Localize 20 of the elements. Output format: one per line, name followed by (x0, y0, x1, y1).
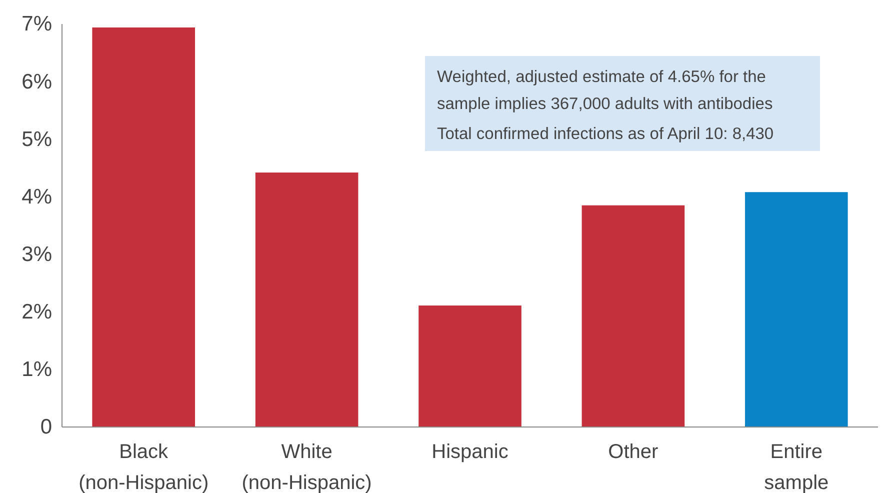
x-tick-label: Entire sample (764, 441, 829, 493)
y-tick-label: 2% (22, 300, 52, 324)
x-tick-label: White (non-Hispanic) (242, 441, 372, 493)
bar (92, 27, 196, 427)
bar (582, 205, 685, 427)
annotation: Weighted, adjusted estimate of 4.65% for the sample implies 367,000 adults with antibodies (437, 68, 773, 113)
y-tick-label: 6% (22, 70, 52, 94)
y-tick-label: 3% (22, 243, 52, 266)
x-tick-label: Hispanic (432, 441, 508, 463)
y-tick-label: 1% (22, 358, 52, 382)
y-tick-label: 7% (22, 12, 52, 36)
x-tick-label: Other (608, 441, 659, 463)
y-tick-label: 0 (40, 416, 52, 439)
x-tick-label: Black (non-Hispanic) (78, 441, 209, 493)
y-tick-label: 5% (22, 128, 52, 151)
annotation: Total confirmed infections as of April 10: 8,430 (437, 125, 774, 143)
bar (744, 192, 848, 427)
bar (255, 172, 358, 427)
y-tick-label: 4% (22, 185, 52, 208)
bar (418, 306, 522, 427)
